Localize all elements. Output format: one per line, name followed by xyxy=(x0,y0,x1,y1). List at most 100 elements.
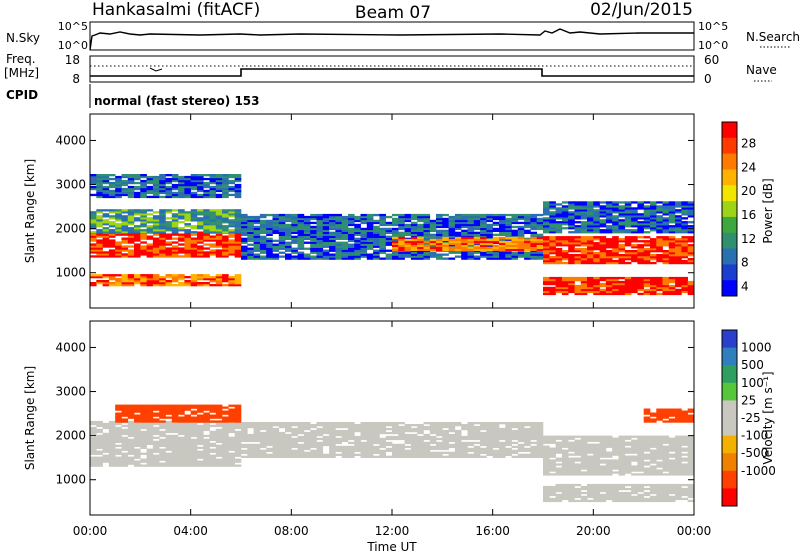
power-cell xyxy=(285,231,292,234)
power-cell xyxy=(329,215,336,219)
velocity-cell xyxy=(165,422,173,426)
velocity-cell xyxy=(209,464,217,467)
power-cell xyxy=(140,211,147,214)
velocity-cell xyxy=(197,460,204,463)
velocity-cell xyxy=(511,424,519,427)
power-cell xyxy=(285,217,292,221)
velocity-cell xyxy=(605,473,613,476)
power-cell xyxy=(580,229,588,232)
velocity-colorbar-tick: -100 xyxy=(741,429,768,443)
power-cell xyxy=(171,233,179,236)
power-cell xyxy=(316,237,324,240)
power-cell xyxy=(215,229,223,232)
power-cell xyxy=(348,237,355,240)
power-cell xyxy=(675,217,682,220)
velocity-cell xyxy=(197,410,204,413)
power-cell xyxy=(429,240,437,244)
power-cell xyxy=(543,213,550,216)
power-cell xyxy=(461,253,468,256)
power-cell xyxy=(543,207,550,210)
velocity-cell xyxy=(624,447,632,450)
power-cell xyxy=(197,249,204,252)
power-cell xyxy=(115,227,122,230)
velocity-cell xyxy=(429,429,437,433)
velocity-cell xyxy=(587,465,594,468)
power-cell xyxy=(259,231,267,234)
velocity-cell xyxy=(171,444,179,447)
velocity-cell xyxy=(404,453,412,456)
power-cell xyxy=(108,233,116,236)
power-cell xyxy=(140,235,147,238)
power-cell xyxy=(121,181,129,185)
velocity-cell xyxy=(574,471,582,474)
power-cell xyxy=(121,187,129,191)
power-cell xyxy=(650,242,657,245)
power-cell xyxy=(442,213,449,217)
velocity-cell xyxy=(134,422,141,426)
power-cell xyxy=(329,219,336,223)
velocity-cell xyxy=(159,434,166,438)
velocity-cell xyxy=(259,431,267,435)
velocity-cell xyxy=(96,462,103,465)
power-cell xyxy=(115,181,122,185)
power-cell xyxy=(555,209,563,212)
velocity-cell xyxy=(209,454,217,457)
velocity-cell xyxy=(285,451,292,454)
power-cell xyxy=(222,255,229,258)
power-cell xyxy=(549,229,556,232)
velocity-cell xyxy=(467,427,475,431)
velocity-cell xyxy=(96,464,103,467)
velocity-cell xyxy=(152,458,160,461)
velocity-cell xyxy=(234,434,242,438)
velocity-cell xyxy=(152,456,160,459)
power-cell xyxy=(618,286,626,290)
velocity-cell xyxy=(574,463,582,466)
power-cell xyxy=(423,235,431,238)
power-cell xyxy=(681,231,688,234)
power-cell xyxy=(140,247,147,250)
power-cell xyxy=(209,219,217,222)
velocity-cell xyxy=(152,448,160,451)
velocity-cell xyxy=(108,440,116,443)
power-cell xyxy=(341,219,349,223)
velocity-cell xyxy=(631,449,638,452)
velocity-cell xyxy=(329,437,336,441)
power-cell xyxy=(102,179,110,183)
power-cell xyxy=(436,213,443,217)
power-cell xyxy=(543,219,550,222)
power-cell xyxy=(631,201,638,204)
velocity-cell xyxy=(140,412,147,415)
x-tick-label: 08:00 xyxy=(274,524,309,538)
power-cell xyxy=(637,244,644,247)
power-cell xyxy=(643,223,651,226)
velocity-cell xyxy=(146,422,154,426)
power-cell xyxy=(108,276,116,279)
velocity-cell xyxy=(190,448,198,451)
power-cell xyxy=(593,217,600,220)
velocity-cell xyxy=(650,441,657,444)
velocity-cell xyxy=(681,491,688,495)
velocity-cell xyxy=(335,429,342,433)
power-cell xyxy=(423,229,431,232)
velocity-cell xyxy=(297,424,305,427)
power-cell xyxy=(127,174,135,177)
velocity-cell xyxy=(398,451,405,454)
power-cell xyxy=(593,284,600,288)
velocity-cell xyxy=(486,437,493,441)
velocity-cell xyxy=(115,444,122,447)
power-cell xyxy=(171,217,179,220)
velocity-cell xyxy=(159,438,166,441)
velocity-cell xyxy=(134,464,141,467)
velocity-cell xyxy=(152,440,160,443)
power-cell xyxy=(197,189,204,193)
power-cell xyxy=(127,249,135,252)
power-cell xyxy=(536,227,544,231)
velocity-cell xyxy=(209,448,217,451)
velocity-cell xyxy=(90,426,97,430)
velocity-cell xyxy=(190,440,198,443)
velocity-cell xyxy=(121,430,129,434)
velocity-cell xyxy=(228,412,235,415)
power-cell xyxy=(297,243,305,246)
power-cell xyxy=(499,248,506,251)
power-cell xyxy=(291,219,298,223)
